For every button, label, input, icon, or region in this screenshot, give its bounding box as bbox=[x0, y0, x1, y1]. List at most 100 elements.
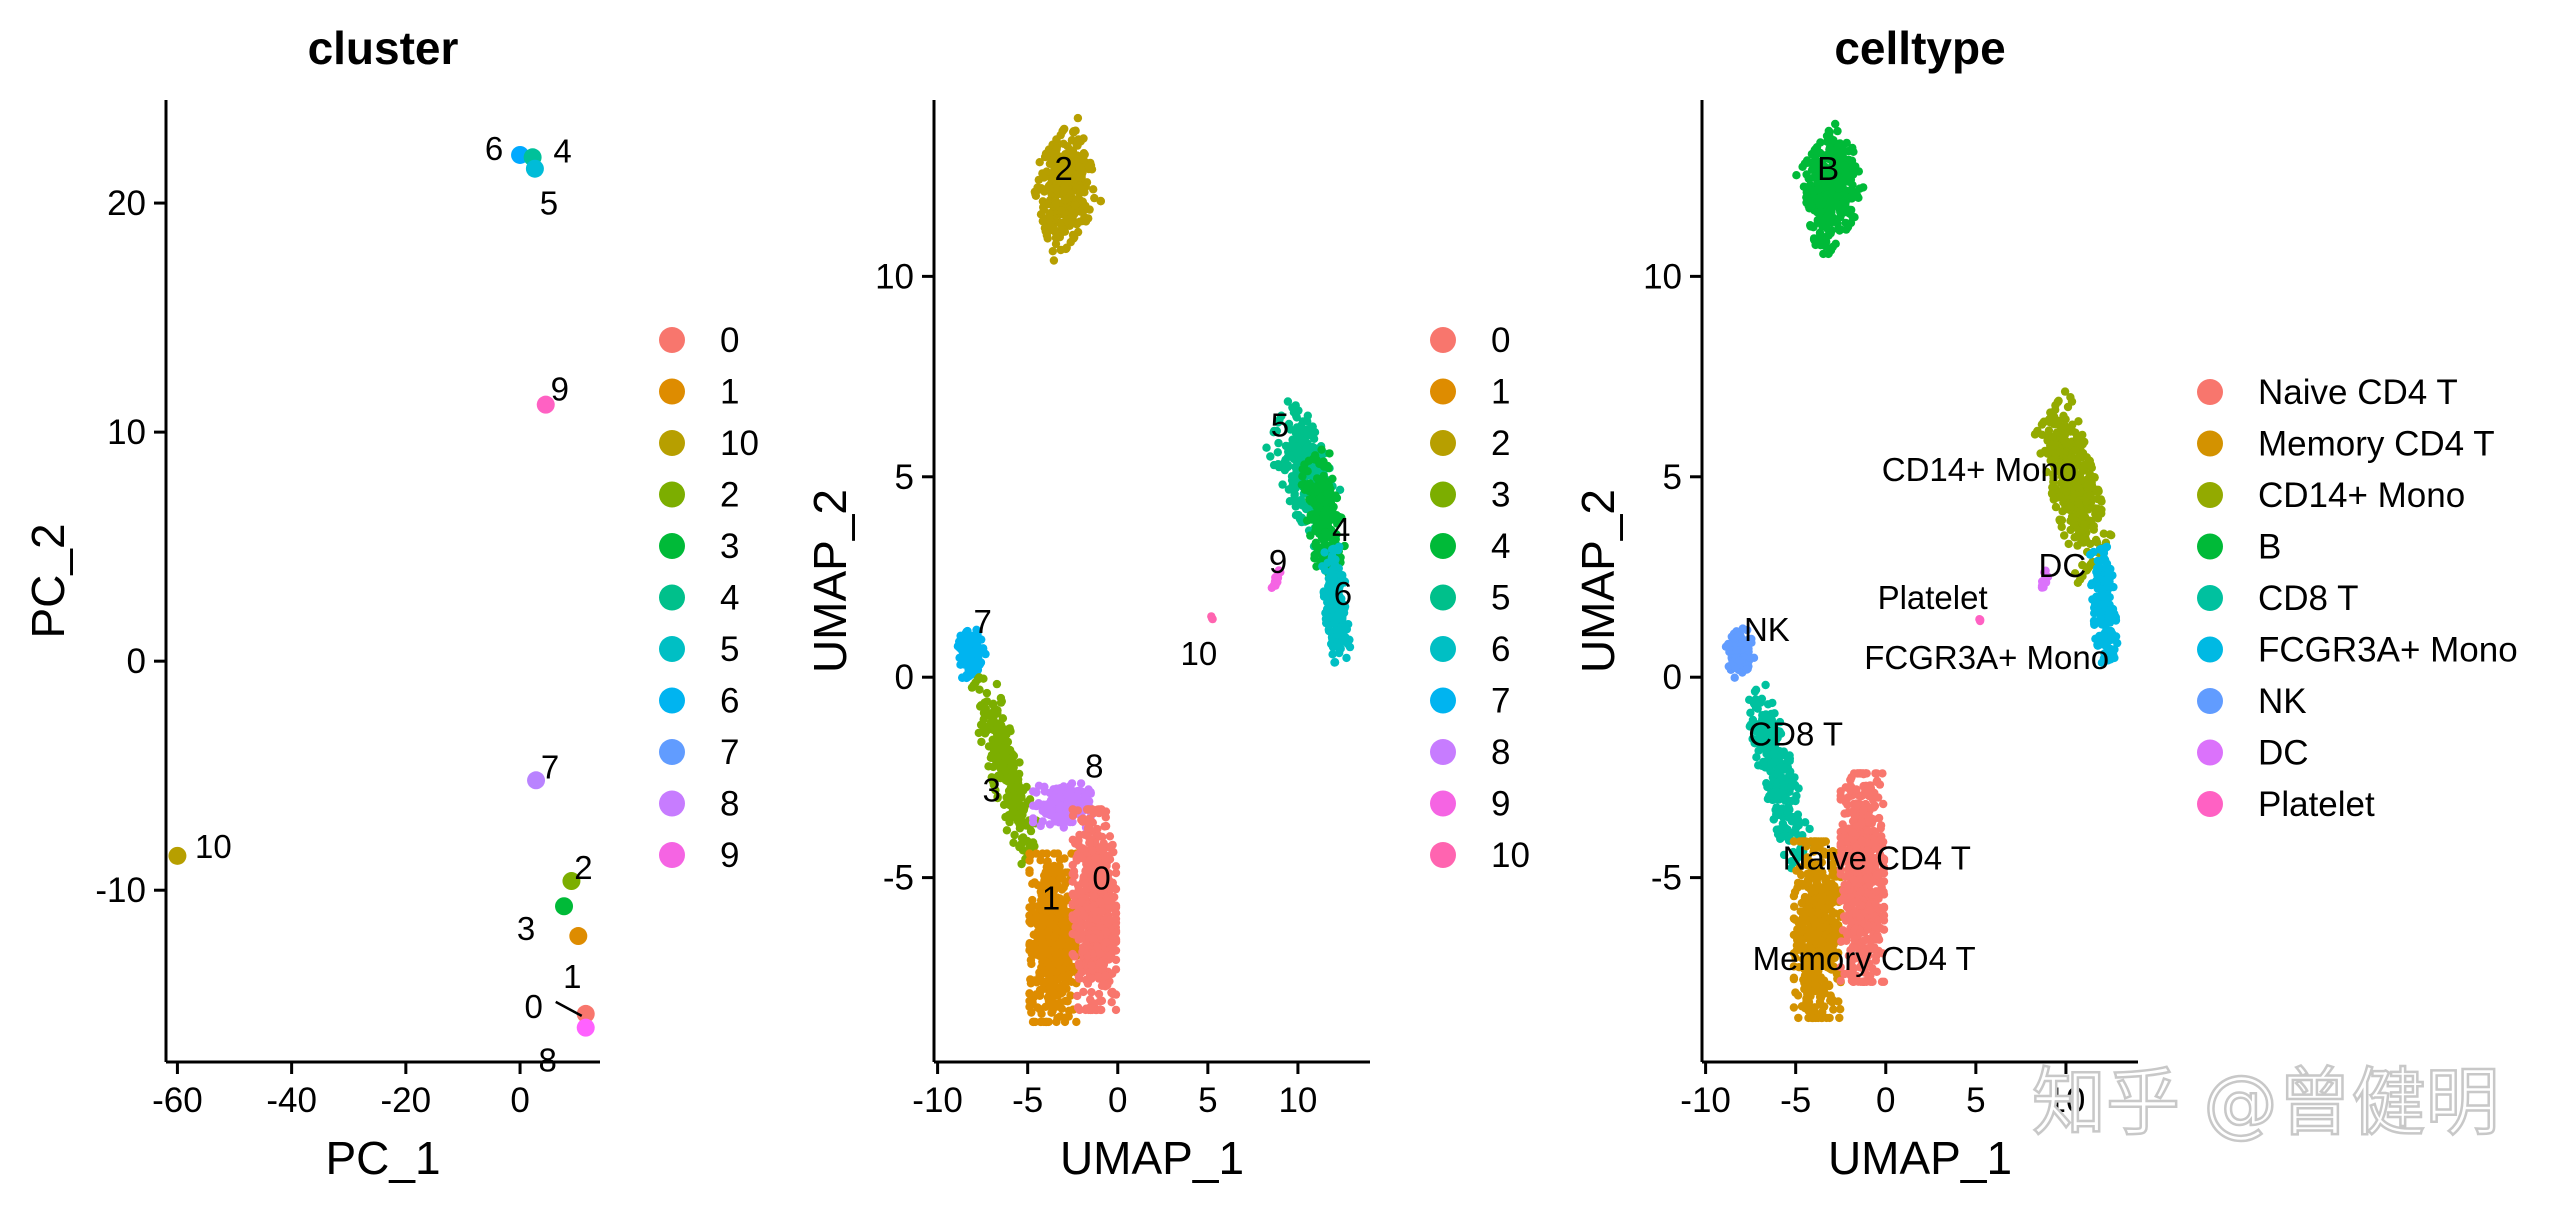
data-point bbox=[1073, 227, 1083, 237]
label-leader-line bbox=[555, 1000, 583, 1018]
legend-swatch bbox=[1430, 584, 1456, 611]
y-tick-label: 0 bbox=[127, 642, 146, 681]
data-point bbox=[1045, 820, 1055, 829]
data-point bbox=[1049, 966, 1058, 976]
x-tick-label: -60 bbox=[152, 1081, 203, 1120]
data-point bbox=[1283, 397, 1293, 406]
point-label: 8 bbox=[539, 1042, 557, 1079]
data-point bbox=[1048, 811, 1058, 821]
data-point bbox=[1284, 485, 1294, 494]
data-point bbox=[1032, 849, 1041, 858]
data-point bbox=[1111, 862, 1121, 871]
data-point bbox=[1833, 126, 1842, 136]
data-point bbox=[1073, 113, 1083, 123]
data-point bbox=[1772, 825, 1782, 834]
point-label: 6 bbox=[485, 130, 503, 167]
data-point bbox=[1001, 766, 1010, 775]
data-point bbox=[1047, 979, 1057, 988]
data-point bbox=[1841, 170, 1851, 179]
data-point bbox=[992, 754, 1002, 763]
data-point bbox=[2088, 595, 2097, 604]
data-point bbox=[1298, 472, 1307, 481]
data-point bbox=[1797, 927, 1806, 936]
data-point bbox=[1816, 200, 1825, 210]
data-point bbox=[2091, 535, 2101, 545]
x-tick-label: 5 bbox=[1966, 1081, 1985, 1120]
data-point bbox=[1819, 249, 1828, 259]
data-point bbox=[984, 762, 993, 771]
data-point bbox=[1095, 844, 1104, 853]
legend-swatch bbox=[1430, 687, 1456, 714]
legend-swatch bbox=[659, 378, 685, 405]
data-point bbox=[1292, 411, 1301, 421]
data-point bbox=[1825, 1013, 1834, 1023]
data-point bbox=[2111, 612, 2120, 622]
data-point bbox=[1742, 665, 1751, 674]
data-point bbox=[2060, 387, 2070, 396]
data-point bbox=[1060, 182, 1069, 191]
data-point bbox=[2062, 439, 2071, 448]
data-point bbox=[1792, 171, 1801, 180]
data-point bbox=[977, 737, 986, 747]
cluster-label: 1 bbox=[1042, 880, 1060, 917]
data-point bbox=[1782, 794, 1791, 803]
legend-label: 2 bbox=[1491, 424, 1510, 463]
data-point bbox=[1324, 582, 1333, 591]
data-point bbox=[1074, 959, 1084, 968]
data-point bbox=[1037, 1009, 1046, 1018]
data-point bbox=[1052, 136, 1061, 145]
data-point bbox=[1288, 403, 1297, 412]
data-point bbox=[2084, 491, 2094, 500]
data-point bbox=[1097, 1005, 1106, 1015]
data-point bbox=[1280, 458, 1289, 467]
data-point bbox=[1802, 193, 1811, 202]
cluster-label: 10 bbox=[1180, 635, 1217, 672]
data-point bbox=[2099, 529, 2108, 538]
data-point bbox=[1835, 1013, 1844, 1023]
data-point bbox=[2092, 485, 2101, 494]
data-point bbox=[1836, 1005, 1845, 1014]
data-point bbox=[1049, 869, 1059, 878]
data-point bbox=[1015, 758, 1024, 767]
legend-swatch bbox=[659, 842, 685, 868]
x-tick-label: -5 bbox=[1780, 1081, 1811, 1120]
data-point bbox=[2110, 645, 2119, 654]
data-point bbox=[2093, 514, 2103, 523]
data-point bbox=[1069, 951, 1079, 961]
data-point bbox=[1342, 653, 1351, 663]
data-point bbox=[1778, 804, 1787, 813]
data-point bbox=[2092, 567, 2101, 576]
data-point bbox=[1330, 658, 1339, 667]
legend-label: 4 bbox=[1491, 527, 1510, 566]
data-point bbox=[1010, 830, 1019, 840]
data-point bbox=[1034, 974, 1044, 983]
data-point bbox=[1288, 441, 1297, 450]
data-point bbox=[1059, 165, 1069, 174]
data-point bbox=[1291, 502, 1301, 511]
data-point bbox=[1067, 210, 1076, 219]
data-point bbox=[1078, 216, 1088, 226]
data-point bbox=[1298, 437, 1307, 446]
y-tick-label: -10 bbox=[95, 871, 146, 910]
data-point bbox=[1032, 788, 1041, 797]
data-point bbox=[1026, 979, 1036, 988]
y-axis-label: UMAP_2 bbox=[1572, 489, 1624, 673]
data-point bbox=[1732, 646, 1741, 655]
y-tick-label: 0 bbox=[1663, 658, 1682, 697]
data-point bbox=[1335, 485, 1345, 494]
data-point bbox=[1328, 650, 1337, 659]
legend-swatch bbox=[1430, 842, 1456, 868]
data-point bbox=[1811, 875, 1820, 884]
data-point bbox=[1059, 917, 1068, 927]
data-point bbox=[1080, 879, 1090, 888]
data-point bbox=[1319, 471, 1328, 480]
data-point bbox=[1069, 234, 1078, 243]
cluster-label: 3 bbox=[982, 771, 1000, 808]
data-point bbox=[1826, 996, 1835, 1005]
legend-swatch bbox=[1430, 481, 1456, 508]
data-point bbox=[1079, 987, 1088, 997]
y-axis-label: PC_2 bbox=[22, 523, 74, 638]
data-point bbox=[1809, 895, 1818, 905]
data-point bbox=[2060, 430, 2070, 440]
data-point bbox=[1811, 240, 1820, 250]
